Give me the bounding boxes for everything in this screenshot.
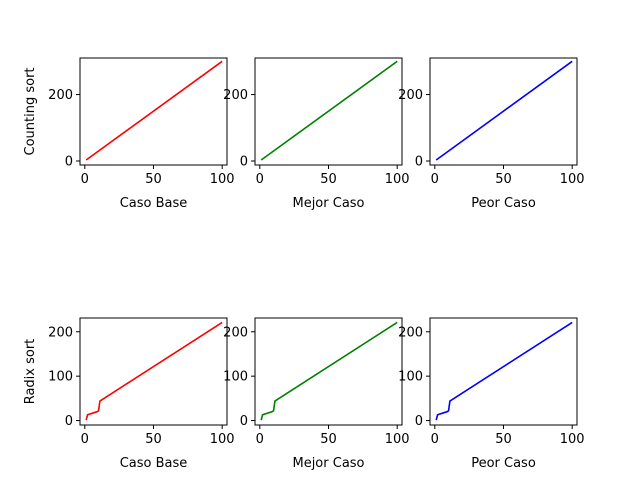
x-tick-label: 50	[495, 172, 512, 187]
x-tick-label: 0	[256, 432, 264, 447]
x-tick-label: 0	[256, 172, 264, 187]
x-tick-label: 100	[560, 432, 585, 447]
x-tick-label: 0	[431, 432, 439, 447]
subplot-3: 0 50 100 0 200 Peor Caso	[398, 57, 585, 211]
subplot-1: 0 50 100 0 200 Caso Base Counting sort	[23, 57, 235, 211]
series-line-1	[85, 60, 223, 161]
series-line-1	[435, 321, 573, 421]
subplot-2: 0 50 100 0 200 Mejor Caso	[223, 57, 410, 211]
y-tick-label: 200	[48, 325, 73, 340]
y-tick-label: 0	[240, 414, 248, 429]
x-axis-label: Peor Caso	[471, 196, 536, 211]
x-tick-label: 100	[560, 172, 585, 187]
x-axis-label: Mejor Caso	[292, 196, 364, 211]
y-tick-label: 0	[415, 414, 423, 429]
y-axis-label: Radix sort	[23, 339, 38, 405]
y-tick-label: 100	[48, 370, 73, 385]
x-tick-label: 50	[145, 432, 162, 447]
x-tick-label: 0	[81, 432, 89, 447]
y-tick-label: 200	[223, 88, 248, 103]
x-tick-label: 100	[385, 432, 410, 447]
y-tick-label: 100	[223, 370, 248, 385]
x-axis-label: Caso Base	[120, 456, 188, 471]
x-tick-label: 100	[385, 172, 410, 187]
y-tick-label: 0	[415, 155, 423, 170]
series-line-1	[85, 321, 223, 421]
x-tick-label: 50	[495, 432, 512, 447]
x-axis-label: Caso Base	[120, 196, 188, 211]
y-tick-label: 100	[398, 370, 423, 385]
x-tick-label: 50	[320, 172, 337, 187]
y-tick-label: 0	[65, 414, 73, 429]
y-axis-label: Counting sort	[23, 67, 38, 155]
series-line-1	[260, 321, 398, 421]
x-tick-label: 0	[81, 172, 89, 187]
x-tick-label: 100	[210, 432, 235, 447]
y-tick-label: 0	[240, 155, 248, 170]
subplot-5: 0 50 100 0 100 200 Mejor Caso	[223, 317, 410, 471]
y-tick-label: 200	[223, 325, 248, 340]
x-tick-label: 0	[431, 172, 439, 187]
subplot-6: 0 50 100 0 100 200 Peor Caso	[398, 317, 585, 471]
series-line-1	[435, 60, 573, 161]
y-tick-label: 0	[65, 155, 73, 170]
y-tick-label: 200	[398, 325, 423, 340]
x-tick-label: 100	[210, 172, 235, 187]
x-tick-label: 50	[145, 172, 162, 187]
y-tick-label: 200	[48, 88, 73, 103]
subplot-4: 0 50 100 0 100 200 Caso Base Radix sort	[23, 317, 235, 471]
x-tick-label: 50	[320, 432, 337, 447]
x-axis-label: Peor Caso	[471, 456, 536, 471]
y-tick-label: 200	[398, 88, 423, 103]
series-line-1	[260, 60, 398, 161]
x-axis-label: Mejor Caso	[292, 456, 364, 471]
